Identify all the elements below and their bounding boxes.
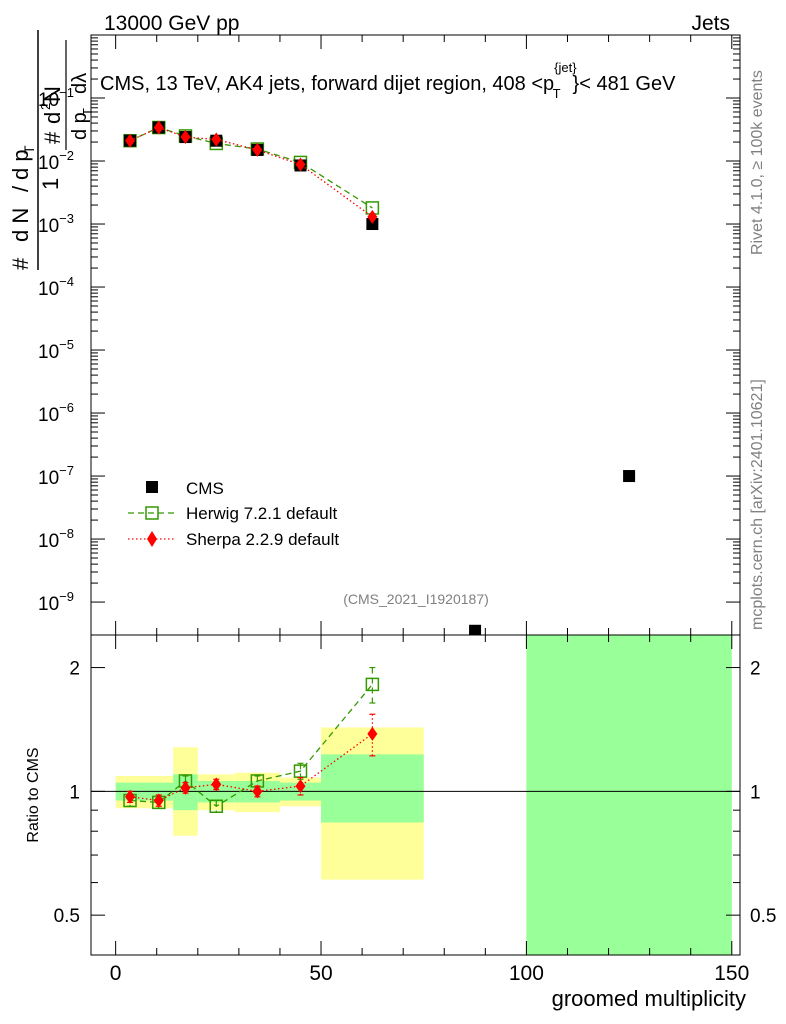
- main-sherpa-point: [180, 130, 191, 145]
- svg-text:T: T: [21, 145, 37, 154]
- rivet-version-label: Rivet 4.1.0, ≥ 100k events: [749, 70, 766, 255]
- main-cms-data-point: [623, 470, 636, 483]
- legend-cms-marker: [146, 481, 158, 493]
- ratio-y-tick-label-right: 1: [750, 782, 761, 803]
- svg-text:2: 2: [38, 103, 53, 110]
- svg-text:dλ: dλ: [69, 73, 91, 94]
- x-tick-label: 150: [714, 962, 749, 985]
- ratio-sherpa-point: [367, 726, 378, 741]
- svg-text:d: d: [40, 112, 65, 124]
- main-cms-data-point: [366, 218, 379, 231]
- main-sherpa-point: [367, 209, 378, 224]
- main-y-tick-label: 10−1: [38, 85, 74, 111]
- main-plot-title: CMS, 13 TeV, AK4 jets, forward dijet reg…: [100, 60, 676, 101]
- x-tick-label: 100: [509, 962, 544, 985]
- svg-text:#: #: [8, 257, 33, 270]
- main-sherpa-point: [211, 132, 222, 147]
- legend-sherpa-marker: [147, 531, 157, 547]
- main-herwig-line: [129, 126, 373, 209]
- main-sherpa-point: [295, 157, 306, 172]
- main-y-tick-label: 10−9: [38, 589, 74, 615]
- main-y-tick-label: 10−7: [38, 463, 74, 489]
- svg-text:d N: d N: [8, 208, 33, 242]
- main-cms-data-point: [469, 624, 482, 635]
- main-y-tick-label: 10−5: [38, 337, 74, 363]
- svg-text:1: 1: [38, 178, 63, 190]
- main-sherpa-point: [125, 133, 136, 148]
- ratio-y-tick-label-left: 2: [69, 659, 80, 680]
- main-sherpa-line: [129, 126, 373, 218]
- main-y-tick-label: 10−8: [38, 526, 74, 552]
- main-y-tick-label: 10−3: [38, 211, 74, 237]
- ratio-herwig-point: [365, 677, 380, 692]
- ratio-y-tick-label-left: 1: [69, 782, 80, 803]
- ratio-herwig-point: [209, 799, 224, 813]
- x-tick-label: 50: [309, 962, 332, 985]
- analysis-id-annotation: (CMS_2021_I1920187): [343, 591, 489, 607]
- ratio-y-axis-label: Ratio to CMS: [25, 747, 42, 842]
- ratio-y-tick-label-left: 0.5: [54, 906, 80, 927]
- svg-text:/: /: [8, 185, 33, 192]
- ratio-sherpa-point: [153, 793, 164, 808]
- legend-herwig-label: Herwig 7.2.1 default: [186, 504, 337, 523]
- ratio-y-tick-label-right: 0.5: [750, 906, 776, 927]
- legend-sherpa-label: Sherpa 2.2.9 default: [186, 530, 339, 549]
- ratio-sherpa-point: [252, 784, 263, 799]
- svg-text:T: T: [80, 108, 95, 116]
- svg-text:N: N: [40, 86, 65, 102]
- ratio-sherpa-point: [180, 780, 191, 795]
- ratio-sherpa-point: [211, 777, 222, 792]
- header-left-label: 13000 GeV pp: [104, 12, 239, 35]
- legend-cms-label: CMS: [186, 479, 224, 498]
- main-sherpa-point: [153, 120, 164, 135]
- main-y-tick-label: 10−6: [38, 400, 74, 426]
- legend-herwig-marker: [145, 506, 159, 520]
- ratio-plot-frame: [90, 634, 741, 956]
- ratio-sherpa-point: [295, 779, 306, 794]
- ratio-plot-panel: 0.5 0.5 1 1 2 2 0 50 100 150 Ratio to CMS groome…: [25, 634, 776, 1011]
- mcplots-reference-label: mcplots.cern.ch [arXiv:2401.10621]: [749, 379, 766, 630]
- svg-text:d p: d p: [69, 112, 91, 140]
- main-y-tick-label: 10−4: [38, 274, 74, 300]
- ratio-band-inner: [526, 635, 732, 955]
- ratio-y-tick-label-right: 2: [750, 659, 761, 680]
- ratio-band-inner: [321, 754, 424, 823]
- x-tick-label: 0: [110, 962, 122, 985]
- svg-text:#: #: [40, 131, 65, 144]
- ratio-sherpa-point: [125, 789, 136, 804]
- main-plot-panel: 10−1 10−2 10−3 10−4 10−5 10−6 10−7 10−8 10−9 (CM…: [38, 34, 741, 636]
- main-y-axis-label: # d N / d p T 1 1 # d 2 N d p T dλ: [8, 30, 95, 270]
- main-sherpa-point: [252, 142, 263, 157]
- main-y-tick-label: 10−2: [38, 148, 74, 174]
- svg-text:d p: d p: [8, 149, 33, 180]
- x-axis-label: groomed multiplicity: [552, 986, 746, 1011]
- header-right-label: Jets: [691, 12, 730, 35]
- legend: CMS Herwig 7.2.1 default Sherpa 2.2.9 de…: [128, 479, 339, 549]
